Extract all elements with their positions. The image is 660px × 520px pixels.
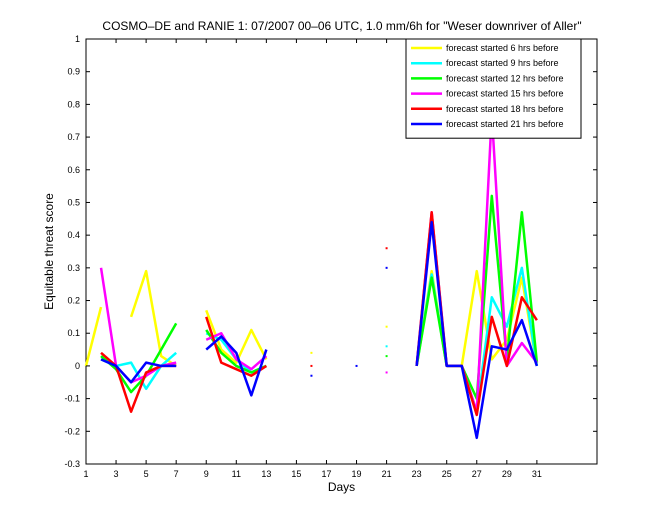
- x-tick-label: 5: [144, 469, 149, 479]
- legend-label: forecast started 12 hrs before: [446, 73, 564, 83]
- legend-label: forecast started 15 hrs before: [446, 89, 564, 99]
- series-line: [205, 331, 268, 371]
- x-tick-label: 3: [114, 469, 119, 479]
- y-tick-label: -0.2: [64, 426, 80, 436]
- series-line: [415, 220, 539, 440]
- series-point: [385, 325, 388, 328]
- x-tick-label: 31: [532, 469, 542, 479]
- legend-label: forecast started 9 hrs before: [446, 58, 559, 68]
- chart-title: COSMO–DE and RANIE 1: 07/2007 00–06 UTC,…: [102, 19, 581, 33]
- x-tick-label: 9: [204, 469, 209, 479]
- x-tick-label: 21: [382, 469, 392, 479]
- series-point: [385, 247, 388, 250]
- y-tick-label: 0.7: [67, 132, 80, 142]
- x-tick-label: 25: [442, 469, 452, 479]
- legend-box: [405, 38, 582, 139]
- y-axis-label: Equitable threat score: [42, 193, 56, 310]
- y-tick-label: -0.1: [64, 394, 80, 404]
- x-tick-label: 17: [321, 469, 331, 479]
- axis-ticks: 1 3 5 7 9 11 13 15 17 19 21 23 25 27 29 31-0.3-0.2-0.10…: [64, 34, 597, 479]
- y-tick-label: 0.9: [67, 67, 80, 77]
- series-line: [84, 306, 103, 367]
- x-tick-label: 1: [83, 469, 88, 479]
- x-tick-label: 23: [412, 469, 422, 479]
- legend-label: forecast started 21 hrs before: [446, 119, 564, 129]
- x-tick-label: 19: [352, 469, 362, 479]
- series-point: [355, 364, 358, 367]
- y-tick-label: 0.6: [67, 165, 80, 175]
- series-point: [385, 345, 388, 348]
- y-tick-label: 0: [75, 361, 80, 371]
- legend-label: forecast started 18 hrs before: [446, 104, 564, 114]
- series-point: [310, 351, 313, 354]
- y-tick-label: 0.1: [67, 328, 80, 338]
- x-tick-label: 29: [502, 469, 512, 479]
- series-line: [100, 322, 178, 394]
- y-tick-label: 0.3: [67, 263, 80, 273]
- y-tick-label: 0.8: [67, 99, 80, 109]
- legend: forecast started 6 hrs before forecast st…: [405, 38, 582, 139]
- y-tick-label: 0.5: [67, 197, 80, 207]
- x-tick-label: 7: [174, 469, 179, 479]
- y-tick-label: 0.4: [67, 230, 80, 240]
- x-tick-label: 27: [472, 469, 482, 479]
- x-tick-label: 15: [291, 469, 301, 479]
- series-lines: [84, 112, 539, 440]
- y-tick-label: -0.3: [64, 459, 80, 469]
- y-tick-label: 0.2: [67, 296, 80, 306]
- series-point: [310, 374, 313, 377]
- legend-label: forecast started 6 hrs before: [446, 43, 559, 53]
- series-line: [205, 335, 268, 397]
- series-line: [205, 316, 268, 377]
- series-point: [385, 355, 388, 358]
- series-6: [100, 220, 539, 440]
- y-tick-label: 1: [75, 34, 80, 44]
- series-point: [385, 371, 388, 374]
- x-axis-label: Days: [328, 480, 355, 494]
- series-point: [310, 364, 313, 367]
- series-point: [385, 266, 388, 269]
- series-line: [100, 358, 177, 384]
- x-tick-label: 11: [232, 469, 241, 479]
- x-tick-label: 13: [261, 469, 271, 479]
